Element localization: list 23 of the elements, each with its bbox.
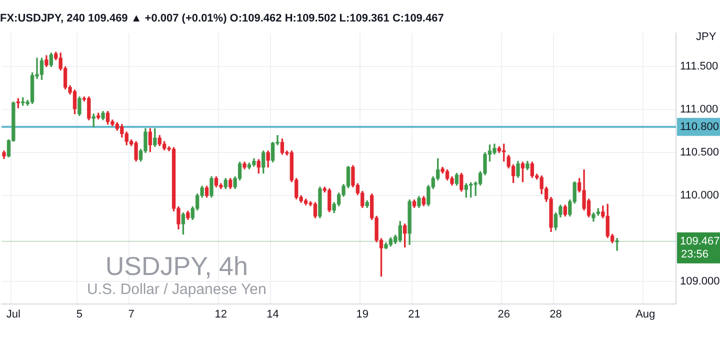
candlestick	[615, 238, 619, 251]
text: 23:56	[681, 248, 709, 260]
annotation: U.S. Dollar / Japanese Yen	[86, 280, 266, 298]
x-tick-label: 21	[408, 308, 420, 320]
x-tick-label: 19	[356, 308, 369, 320]
x-tick-label: 12	[214, 308, 228, 320]
x-tick-label: 28	[550, 308, 562, 320]
x-tick-label: 5	[76, 308, 83, 320]
y-tick-label: 111.000	[680, 104, 718, 116]
x-tick-label: 7	[128, 308, 134, 320]
y-tick-label: 110.000	[680, 190, 719, 202]
ref-line-label: 109.467	[680, 235, 720, 248]
x-tick-label: 26	[498, 308, 510, 320]
y-tick-label: 110.500	[680, 146, 719, 159]
x-tick-label: 14	[266, 308, 279, 320]
y-tick-label: 109.000	[680, 275, 720, 288]
annotation: USDJPY, 4h	[105, 250, 248, 281]
y-tick-label: 111.500	[680, 60, 718, 73]
ref-line-label: 110.800	[680, 120, 719, 133]
y-axis-title: JPY	[696, 31, 717, 44]
x-tick-label: Aug	[636, 308, 656, 320]
x-tick-label: Jul	[6, 308, 20, 320]
chart-title: FX:USDJPY, 240 109.469 ▲ +0.007 (+0.01%) O:109.462 H:109.502 L:109.361 C:109.467	[0, 12, 444, 25]
